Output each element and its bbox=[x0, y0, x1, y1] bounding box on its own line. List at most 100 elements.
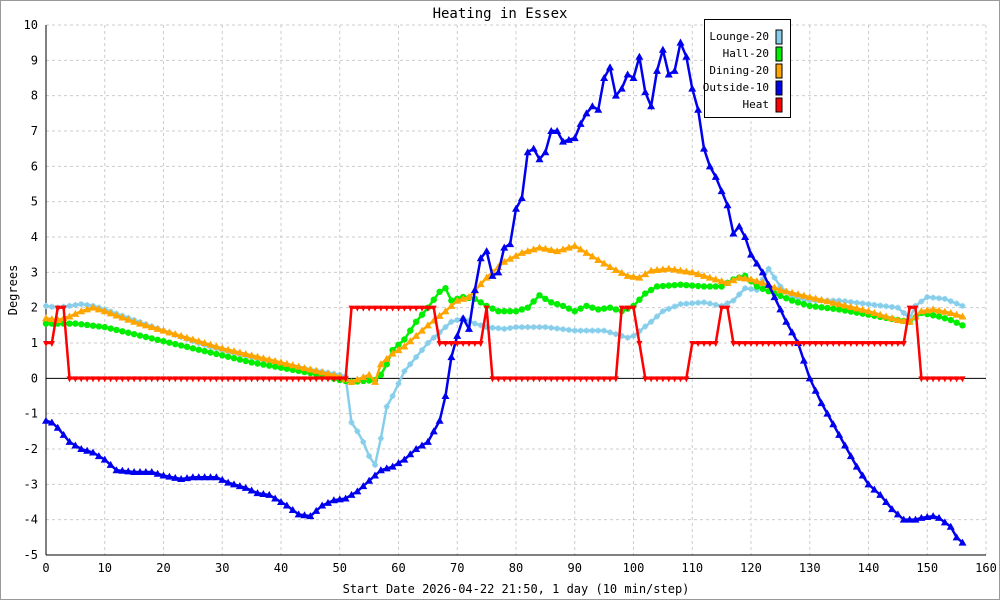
x-tick-label: 50 bbox=[333, 561, 347, 575]
data-point bbox=[671, 303, 678, 310]
data-point bbox=[577, 376, 584, 383]
data-point bbox=[799, 356, 808, 364]
data-point bbox=[647, 266, 656, 274]
data-point bbox=[171, 330, 180, 338]
data-point bbox=[612, 376, 619, 383]
data-point bbox=[870, 308, 879, 316]
data-point bbox=[730, 297, 737, 304]
data-point bbox=[448, 341, 455, 347]
data-point bbox=[89, 322, 97, 329]
data-point bbox=[195, 376, 202, 383]
data-point bbox=[230, 480, 238, 488]
data-point bbox=[372, 305, 378, 312]
data-point bbox=[136, 319, 144, 327]
data-point bbox=[359, 373, 368, 381]
data-point bbox=[676, 38, 685, 46]
data-point bbox=[799, 291, 808, 299]
data-point bbox=[489, 324, 496, 331]
data-point bbox=[812, 341, 819, 347]
data-point bbox=[946, 308, 955, 316]
data-point bbox=[595, 376, 602, 383]
data-point bbox=[194, 473, 203, 481]
data-point bbox=[89, 303, 97, 311]
data-point bbox=[607, 329, 613, 336]
data-point bbox=[418, 441, 426, 449]
y-tick-label: -5 bbox=[24, 548, 38, 562]
data-point bbox=[682, 52, 691, 60]
data-point bbox=[570, 134, 579, 142]
data-point bbox=[536, 376, 543, 383]
data-point bbox=[717, 187, 726, 195]
data-point bbox=[859, 300, 866, 307]
data-point bbox=[695, 341, 702, 347]
data-point bbox=[65, 312, 74, 320]
data-point bbox=[570, 241, 579, 249]
data-point bbox=[442, 341, 449, 347]
data-point bbox=[617, 268, 626, 276]
data-point bbox=[947, 298, 954, 305]
data-point bbox=[365, 370, 374, 378]
data-point bbox=[119, 376, 126, 383]
data-point bbox=[489, 376, 496, 383]
data-point bbox=[553, 247, 562, 255]
x-tick-label: 110 bbox=[681, 561, 703, 575]
data-point bbox=[247, 351, 256, 359]
data-point bbox=[42, 416, 50, 424]
data-point bbox=[636, 341, 643, 347]
data-point bbox=[78, 321, 85, 328]
data-point bbox=[188, 473, 197, 481]
data-point bbox=[935, 306, 943, 314]
data-point bbox=[824, 341, 831, 347]
data-point bbox=[571, 327, 578, 334]
data-point bbox=[870, 485, 879, 493]
data-point bbox=[236, 376, 243, 383]
data-point bbox=[835, 300, 844, 308]
data-point bbox=[148, 376, 155, 383]
data-point bbox=[66, 302, 73, 309]
data-point bbox=[513, 376, 519, 383]
data-point bbox=[548, 376, 555, 383]
y-tick-label: 6 bbox=[31, 159, 38, 173]
data-point bbox=[659, 282, 667, 290]
legend-swatch bbox=[775, 97, 783, 113]
data-point bbox=[154, 376, 161, 383]
data-point bbox=[688, 268, 697, 276]
data-point bbox=[424, 305, 431, 312]
data-point bbox=[395, 341, 402, 348]
data-point bbox=[483, 324, 490, 331]
data-point bbox=[953, 300, 960, 307]
data-point bbox=[259, 490, 268, 498]
data-point bbox=[689, 300, 696, 307]
data-point bbox=[395, 305, 402, 312]
data-point bbox=[518, 376, 525, 383]
data-point bbox=[782, 287, 791, 295]
data-point bbox=[664, 264, 673, 272]
data-point bbox=[888, 314, 896, 322]
data-point bbox=[423, 321, 432, 329]
data-point bbox=[877, 341, 884, 347]
data-point bbox=[65, 437, 74, 445]
data-point bbox=[341, 494, 350, 502]
data-point bbox=[324, 369, 332, 377]
data-point bbox=[952, 533, 961, 541]
data-point bbox=[188, 335, 197, 343]
data-point bbox=[642, 323, 649, 330]
data-point bbox=[682, 267, 691, 275]
data-point bbox=[594, 105, 603, 113]
data-point bbox=[272, 376, 279, 383]
x-tick-label: 80 bbox=[509, 561, 523, 575]
data-point bbox=[407, 327, 414, 334]
data-point bbox=[752, 277, 761, 285]
data-point bbox=[723, 278, 732, 286]
data-point bbox=[559, 302, 567, 310]
data-point bbox=[735, 273, 744, 281]
data-point bbox=[876, 310, 885, 318]
data-point bbox=[946, 522, 955, 530]
data-point bbox=[846, 452, 855, 460]
data-point bbox=[782, 317, 791, 325]
data-point bbox=[172, 340, 179, 348]
data-point bbox=[736, 341, 743, 347]
data-point bbox=[335, 495, 344, 503]
data-point bbox=[683, 281, 690, 289]
data-point bbox=[899, 515, 908, 523]
